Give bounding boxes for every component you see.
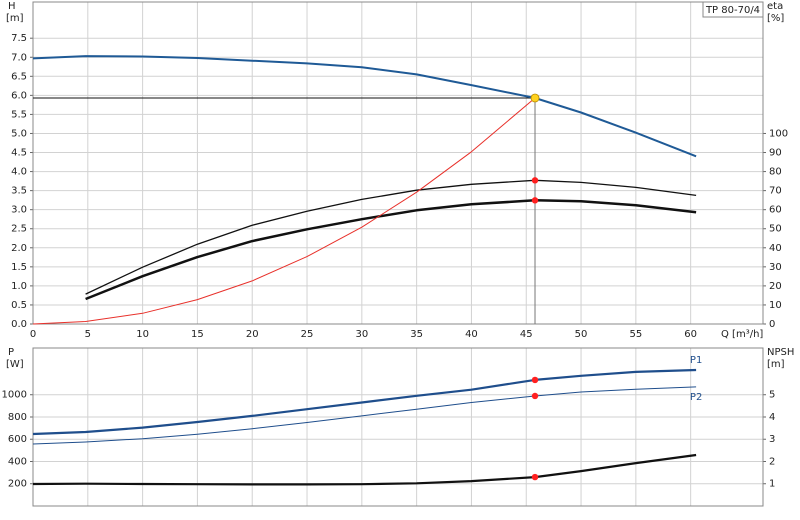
y-tick-label: 2.5 [11,224,27,235]
x-tick-label: 20 [246,329,259,340]
x-tick-label: 40 [465,329,478,340]
curve [85,179,697,295]
duty-marker [531,392,539,400]
plot-frame [32,347,764,507]
y-tick-label: 1000 [2,390,27,401]
y2-axis-unit: [%] [767,13,784,24]
y2-axis-unit: [m] [767,359,785,370]
y-tick-label: 3.5 [11,186,27,197]
y-tick-label: 400 [8,456,27,467]
plot-area [33,2,763,324]
y2-tick-label: 100 [769,128,788,139]
y2-axis-label: eta [767,1,783,12]
y2-tick-label: 30 [769,262,782,273]
y-tick-label: 1.0 [11,281,27,292]
y-tick-label: 0.0 [11,319,27,330]
model-label: TP 80-70/4 [705,5,760,16]
y-tick-label: 600 [8,434,27,445]
y-tick-label: 1.5 [11,262,27,273]
y-tick-label: 2.0 [11,243,27,254]
y-tick-label: 7.5 [11,33,27,44]
y2-tick-label: 60 [769,205,782,216]
series-label: P2 [690,392,702,403]
y2-tick-label: 80 [769,167,782,178]
y2-tick-label: 3 [769,434,775,445]
x-tick-label: 55 [629,329,642,340]
y2-tick-label: 90 [769,148,782,159]
curve [32,453,697,486]
plot-frame [32,1,764,325]
y-tick-label: 200 [8,479,27,490]
y2-tick-label: 10 [769,300,782,311]
y2-tick-label: 5 [769,390,775,401]
y-tick-label: 6.5 [11,71,27,82]
x-tick-label: 30 [355,329,368,340]
duty-marker [531,197,539,204]
y2-tick-label: 4 [769,412,775,423]
x-tick-label: 10 [136,329,149,340]
y-axis-unit: [m] [6,13,24,24]
x-tick-label: 45 [520,329,533,340]
x-axis-label: Q [m³/h] [721,329,763,340]
y-axis-label: H [8,1,16,12]
y-axis-label: P [8,347,14,358]
y-tick-label: 5.0 [11,128,27,139]
duty-marker [531,177,539,184]
y-tick-label: 5.5 [11,109,27,120]
x-tick-label: 15 [191,329,204,340]
x-tick-label: 5 [85,329,91,340]
y-tick-label: 4.5 [11,148,27,159]
x-tick-label: 50 [575,329,588,340]
y2-tick-label: 2 [769,456,775,467]
y2-tick-label: 0 [769,319,775,330]
y-tick-label: 4.0 [11,167,27,178]
model-box [702,1,764,18]
y-axis-unit: [W] [6,359,24,370]
y-tick-label: 6.0 [11,90,27,101]
y2-tick-label: 1 [769,479,775,490]
curve [32,386,697,445]
y-tick-label: 800 [8,412,27,423]
y-tick-label: 3.0 [11,205,27,216]
duty-point [530,93,540,103]
duty-marker [531,473,539,481]
y2-tick-label: 20 [769,281,782,292]
x-tick-label: 60 [684,329,697,340]
duty-marker [531,376,539,384]
x-tick-label: 0 [30,329,36,340]
x-tick-label: 35 [410,329,423,340]
y2-tick-label: 70 [769,186,782,197]
curve [32,97,536,325]
curve [32,368,697,436]
curve [32,55,697,158]
curve [85,199,697,301]
y-tick-label: 0.5 [11,300,27,311]
x-tick-label: 25 [301,329,314,340]
y-tick-label: 7.0 [11,52,27,63]
y2-tick-label: 50 [769,224,782,235]
series-label: P1 [690,355,702,366]
y2-tick-label: 40 [769,243,782,254]
y2-axis-label: NPSH [767,347,794,358]
